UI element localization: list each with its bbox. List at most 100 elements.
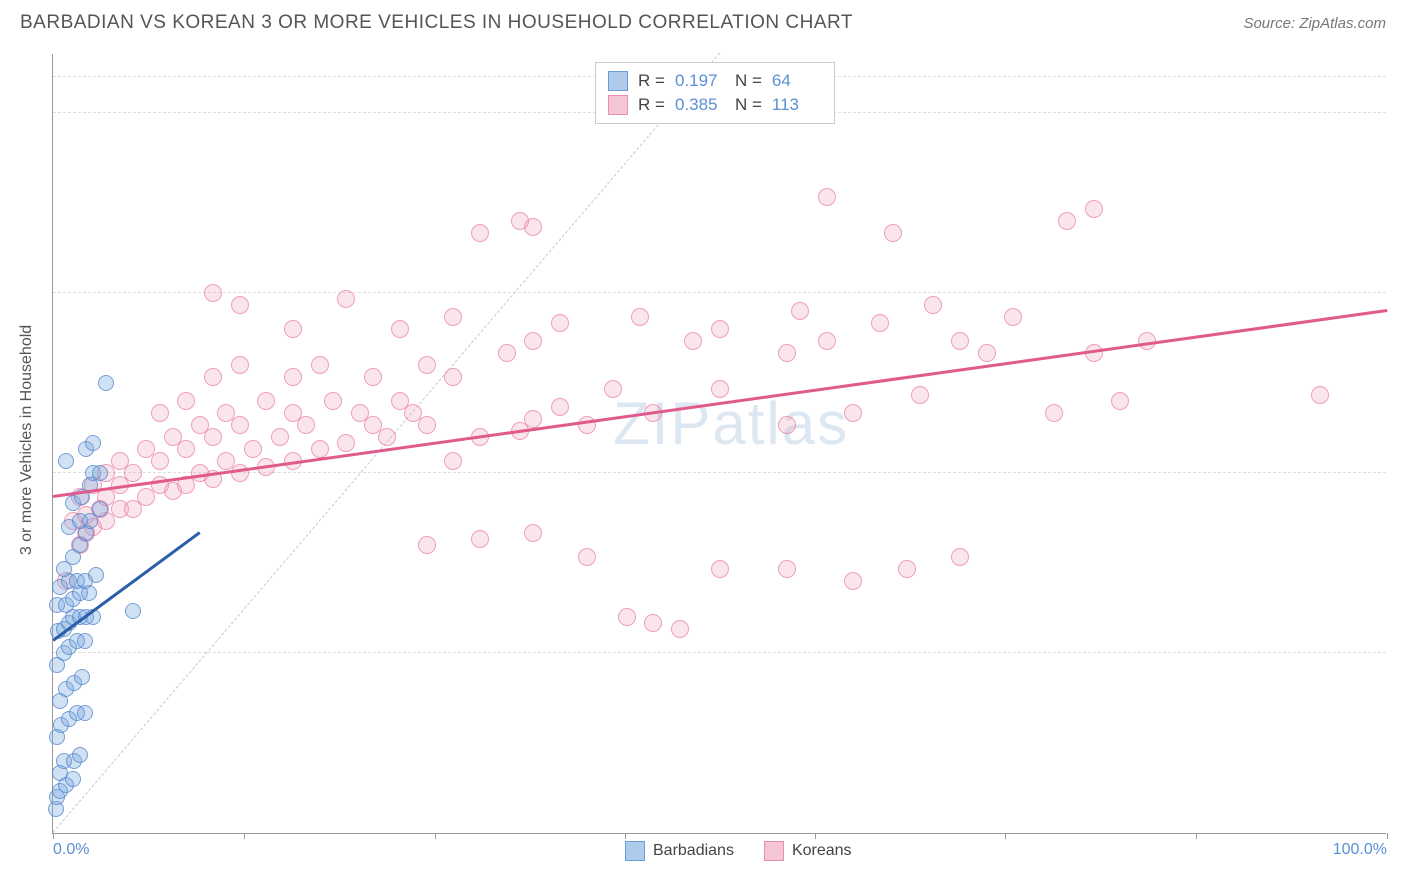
stats-row: R =0.385N =113 [608, 93, 822, 117]
x-tick-label: 100.0% [1333, 841, 1387, 859]
data-point [618, 608, 636, 626]
grid-line [53, 292, 1386, 293]
stats-box: R =0.197N =64R =0.385N =113 [595, 62, 835, 124]
data-point [778, 344, 796, 362]
data-point [284, 320, 302, 338]
data-point [217, 404, 235, 422]
data-point [204, 368, 222, 386]
stats-n-value: 64 [772, 71, 822, 91]
data-point [524, 524, 542, 542]
data-point [391, 320, 409, 338]
y-tick-label: 30.0% [1394, 446, 1406, 464]
x-tick [244, 833, 245, 839]
data-point [337, 434, 355, 452]
data-point [231, 356, 249, 374]
data-point [88, 567, 104, 583]
stats-r-label: R = [638, 71, 665, 91]
data-point [844, 572, 862, 590]
data-point [711, 560, 729, 578]
grid-line [53, 652, 1386, 653]
y-tick-label: 15.0% [1394, 626, 1406, 644]
y-tick-label: 45.0% [1394, 266, 1406, 284]
data-point [364, 368, 382, 386]
x-tick [435, 833, 436, 839]
data-point [311, 356, 329, 374]
data-point [844, 404, 862, 422]
scatter-chart: ZIPatlas 15.0%30.0%45.0%60.0%0.0%100.0%R… [52, 54, 1386, 834]
data-point [231, 464, 249, 482]
data-point [604, 380, 622, 398]
data-point [284, 404, 302, 422]
data-point [92, 501, 108, 517]
data-point [231, 296, 249, 314]
legend: Barbadians Koreans [625, 841, 852, 861]
data-point [177, 440, 195, 458]
data-point [444, 452, 462, 470]
data-point [778, 416, 796, 434]
data-point [391, 392, 409, 410]
x-tick [815, 833, 816, 839]
data-point [111, 452, 129, 470]
data-point [151, 404, 169, 422]
stats-r-value: 0.385 [675, 95, 725, 115]
data-point [72, 747, 88, 763]
data-point [631, 308, 649, 326]
data-point [1111, 392, 1129, 410]
data-point [818, 332, 836, 350]
data-point [951, 332, 969, 350]
data-point [684, 332, 702, 350]
stats-swatch [608, 71, 628, 91]
data-point [125, 603, 141, 619]
legend-swatch [625, 841, 645, 861]
data-point [1311, 386, 1329, 404]
legend-item: Koreans [764, 841, 852, 861]
data-point [711, 380, 729, 398]
data-point [871, 314, 889, 332]
data-point [524, 410, 542, 428]
data-point [898, 560, 916, 578]
grid-line [53, 472, 1386, 473]
data-point [951, 548, 969, 566]
legend-label: Barbadians [653, 842, 734, 860]
data-point [671, 620, 689, 638]
data-point [911, 386, 929, 404]
x-tick [1196, 833, 1197, 839]
data-point [204, 428, 222, 446]
x-tick-label: 0.0% [53, 841, 89, 859]
x-tick [1387, 833, 1388, 839]
data-point [511, 212, 529, 230]
data-point [404, 404, 422, 422]
data-point [364, 416, 382, 434]
data-point [271, 428, 289, 446]
data-point [818, 188, 836, 206]
data-point [1045, 404, 1063, 422]
chart-title: BARBADIAN VS KOREAN 3 OR MORE VEHICLES I… [20, 12, 853, 34]
data-point [1004, 308, 1022, 326]
stats-n-label: N = [735, 95, 762, 115]
legend-label: Koreans [792, 842, 852, 860]
data-point [418, 356, 436, 374]
x-tick [1005, 833, 1006, 839]
data-point [1058, 212, 1076, 230]
data-point [177, 392, 195, 410]
data-point [124, 464, 142, 482]
data-point [1085, 200, 1103, 218]
data-point [74, 669, 90, 685]
data-point [351, 404, 369, 422]
data-point [98, 375, 114, 391]
data-point [791, 302, 809, 320]
data-point [884, 224, 902, 242]
data-point [324, 392, 342, 410]
data-point [244, 440, 262, 458]
y-axis-label: 3 or more Vehicles in Household [18, 325, 36, 555]
data-point [444, 308, 462, 326]
data-point [418, 416, 436, 434]
data-point [85, 435, 101, 451]
data-point [378, 428, 396, 446]
stats-n-value: 113 [772, 95, 822, 115]
x-tick [53, 833, 54, 839]
legend-swatch [764, 841, 784, 861]
data-point [297, 416, 315, 434]
data-point [191, 416, 209, 434]
data-point [924, 296, 942, 314]
